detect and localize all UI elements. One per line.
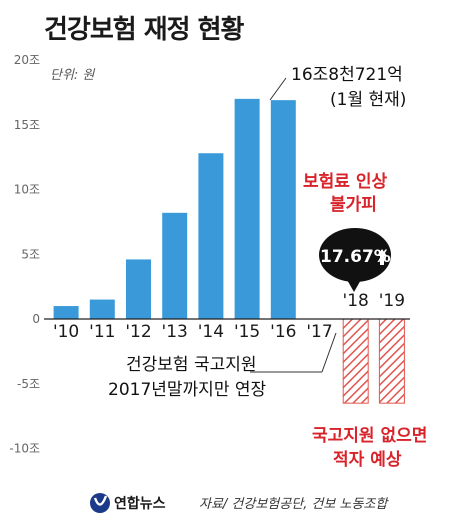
x-tick-label: '11 xyxy=(89,322,115,342)
y-tick-label: 20조 xyxy=(14,53,40,67)
percent-badge: 17.67% xyxy=(319,228,391,292)
x-tick-label: '14 xyxy=(198,322,224,342)
badge-value: 17.67% xyxy=(320,247,391,267)
x-tick-label: '17 xyxy=(306,322,332,342)
y-tick-label: 15조 xyxy=(14,118,40,132)
y-tick-label: 5조 xyxy=(21,247,40,261)
bars xyxy=(53,98,405,404)
y-tick-label: 10조 xyxy=(14,183,40,197)
x-tick-label: '16 xyxy=(270,322,296,342)
bar-4 xyxy=(198,153,224,319)
support-note-line1: 건강보험 국고지원 xyxy=(126,355,257,375)
chart-title: 건강보험 재정 현황 xyxy=(44,15,245,45)
y-tick-label: -10조 xyxy=(9,442,40,456)
support-note-line2: 2017년말까지만 연장 xyxy=(108,380,267,400)
x-tick-label: '13 xyxy=(162,322,188,342)
x-tick-label: '19 xyxy=(379,291,405,311)
bar-1 xyxy=(89,299,115,319)
bar-8 xyxy=(342,318,369,404)
bar-6 xyxy=(270,100,296,320)
x-tick-label: '15 xyxy=(234,322,260,342)
bar-9 xyxy=(378,318,405,404)
y-axis: 20조 15조 10조 5조 0 -5조 -10조 xyxy=(9,53,40,456)
y-tick-label: -5조 xyxy=(17,377,40,391)
bar-0 xyxy=(53,306,79,319)
top-value-line1: 16조8천721억 xyxy=(291,65,403,85)
x-axis: '10 '11 '12 '13 '14 '15 '16 '17 '18 '19 xyxy=(53,291,405,342)
top-value-line2: (1월 현재) xyxy=(330,90,406,110)
source-text: 자료/ 건강보험공단, 건보 노동조합 xyxy=(199,497,389,512)
raise-note-line1: 보험료 인상 xyxy=(303,171,387,192)
x-tick-label: '10 xyxy=(53,322,79,342)
bar-5 xyxy=(234,98,260,319)
yonhap-logo-icon xyxy=(90,493,110,513)
deficit-note-line1: 국고지원 없으면 xyxy=(312,426,427,446)
bar-2 xyxy=(126,259,151,319)
bar-3 xyxy=(162,212,188,319)
raise-note-line2: 불가피 xyxy=(330,195,377,215)
logo-text: 연합뉴스 xyxy=(114,495,166,512)
y-tick-label: 0 xyxy=(32,312,40,326)
deficit-note-line2: 적자 예상 xyxy=(333,450,402,470)
x-tick-label: '18 xyxy=(343,291,369,311)
support-leader-diag xyxy=(321,332,337,373)
top-value-leader xyxy=(269,77,287,101)
up-arrow-icon xyxy=(377,249,387,265)
unit-label: 단위: 원 xyxy=(50,68,95,83)
x-tick-label: '12 xyxy=(125,322,151,342)
